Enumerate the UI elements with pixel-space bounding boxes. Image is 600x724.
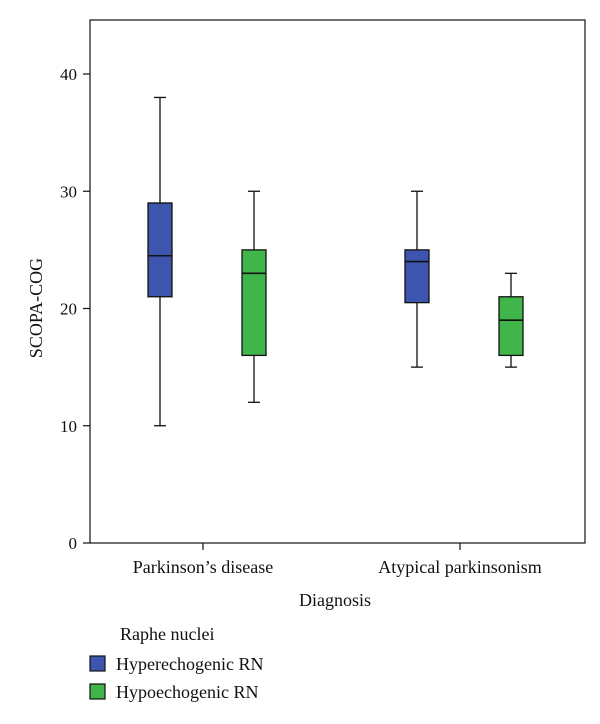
y-tick-label: 10 [60,417,77,436]
y-tick-label: 40 [60,65,77,84]
x-tick-label: Parkinson’s disease [133,557,273,577]
plot-area-frame [89,19,586,544]
legend-entry-label: Hypoechogenic RN [116,682,258,702]
box-iqr [147,202,173,298]
box-series [147,96,524,427]
box-hyperechogenic-rn-1 [404,190,430,368]
x-tick-label: Atypical parkinsonism [378,557,541,577]
y-axis-label: SCOPA-COG [26,258,46,358]
x-axis: Parkinson’s disease Atypical parkinsonism [133,543,542,577]
box-iqr [241,249,267,357]
legend-entry-label: Hyperechogenic RN [116,654,263,674]
legend-swatch [89,683,106,700]
x-axis-label: Diagnosis [299,590,371,610]
legend: Raphe nuclei Hyperechogenic RN Hypoechoge… [89,624,263,702]
y-tick-label: 20 [60,300,77,319]
y-tick-label: 30 [60,182,77,201]
y-tick-label: 0 [69,534,78,553]
box-iqr [404,249,430,304]
legend-swatch [89,655,106,672]
box-iqr [498,296,524,357]
box-hypoechogenic-rn-0 [241,190,267,403]
y-axis: 0 10 20 30 40 [60,65,90,553]
box-hypoechogenic-rn-1 [498,272,524,368]
box-hyperechogenic-rn-0 [147,96,173,427]
legend-title: Raphe nuclei [120,624,214,644]
